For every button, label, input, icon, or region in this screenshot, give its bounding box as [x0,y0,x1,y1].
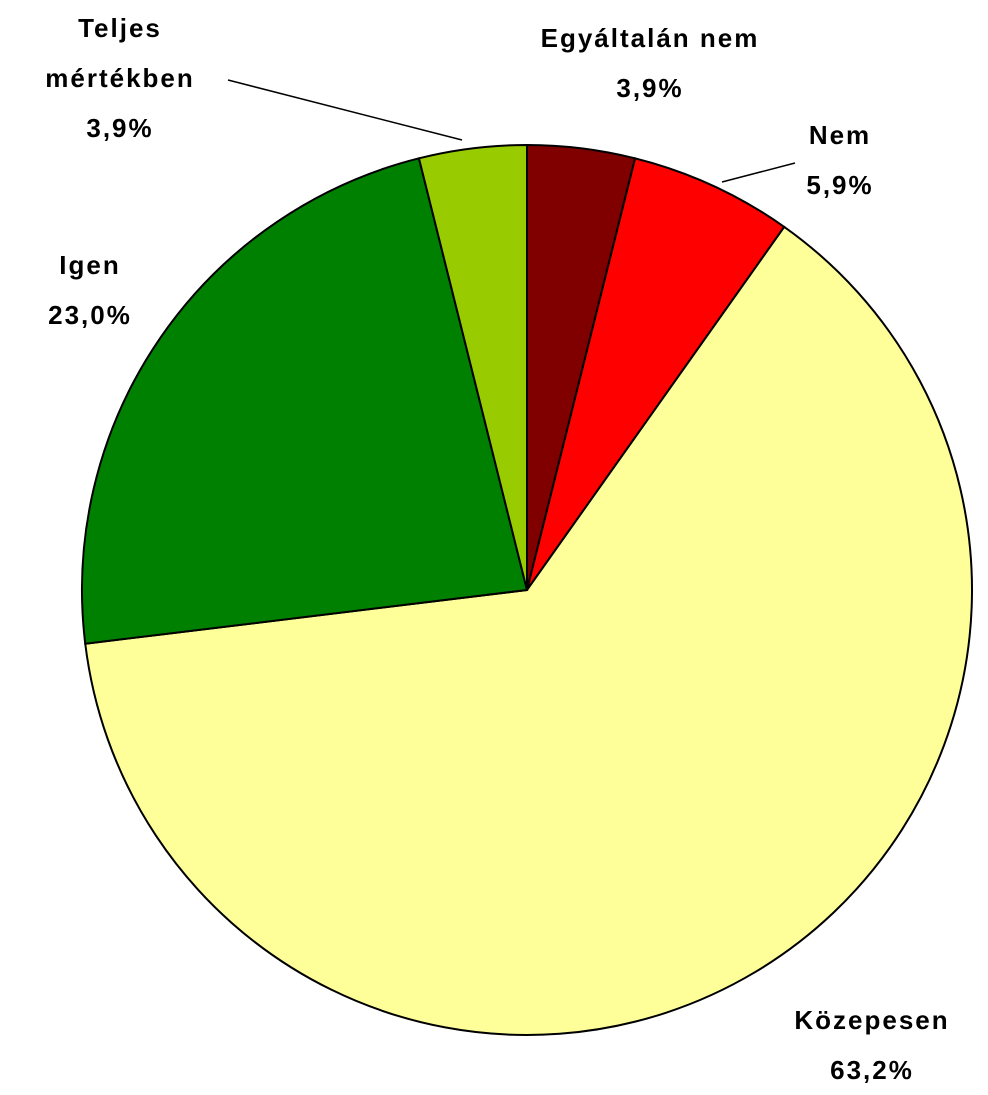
category: Teljes mértékben [45,13,195,93]
pie [81,143,973,1036]
slice-label: Közepesen 63,2% [762,995,982,1095]
pie-slice [81,157,529,645]
slice-label: Nem 5,9% [770,110,910,210]
value-label: 5,9% [806,170,874,200]
value-label: 63,2% [830,1055,914,1085]
leader-line [721,162,796,183]
category: Nem [808,120,872,150]
pie-slice [526,157,786,591]
pie-slice [417,143,528,591]
slice-label: Teljes mértékben 3,9% [5,3,235,153]
value-label: 3,9% [616,73,684,103]
slice-label: Egyáltalán nem 3,9% [490,13,810,113]
value-label: 3,9% [86,113,154,143]
category: Egyáltalán nem [540,23,760,53]
value-label: 23,0% [48,300,132,330]
slice-label: Igen 23,0% [10,240,170,340]
category: Közepesen [794,1005,950,1035]
category: Igen [59,250,121,280]
pie-slice [84,225,973,1036]
leader-line [227,79,463,141]
